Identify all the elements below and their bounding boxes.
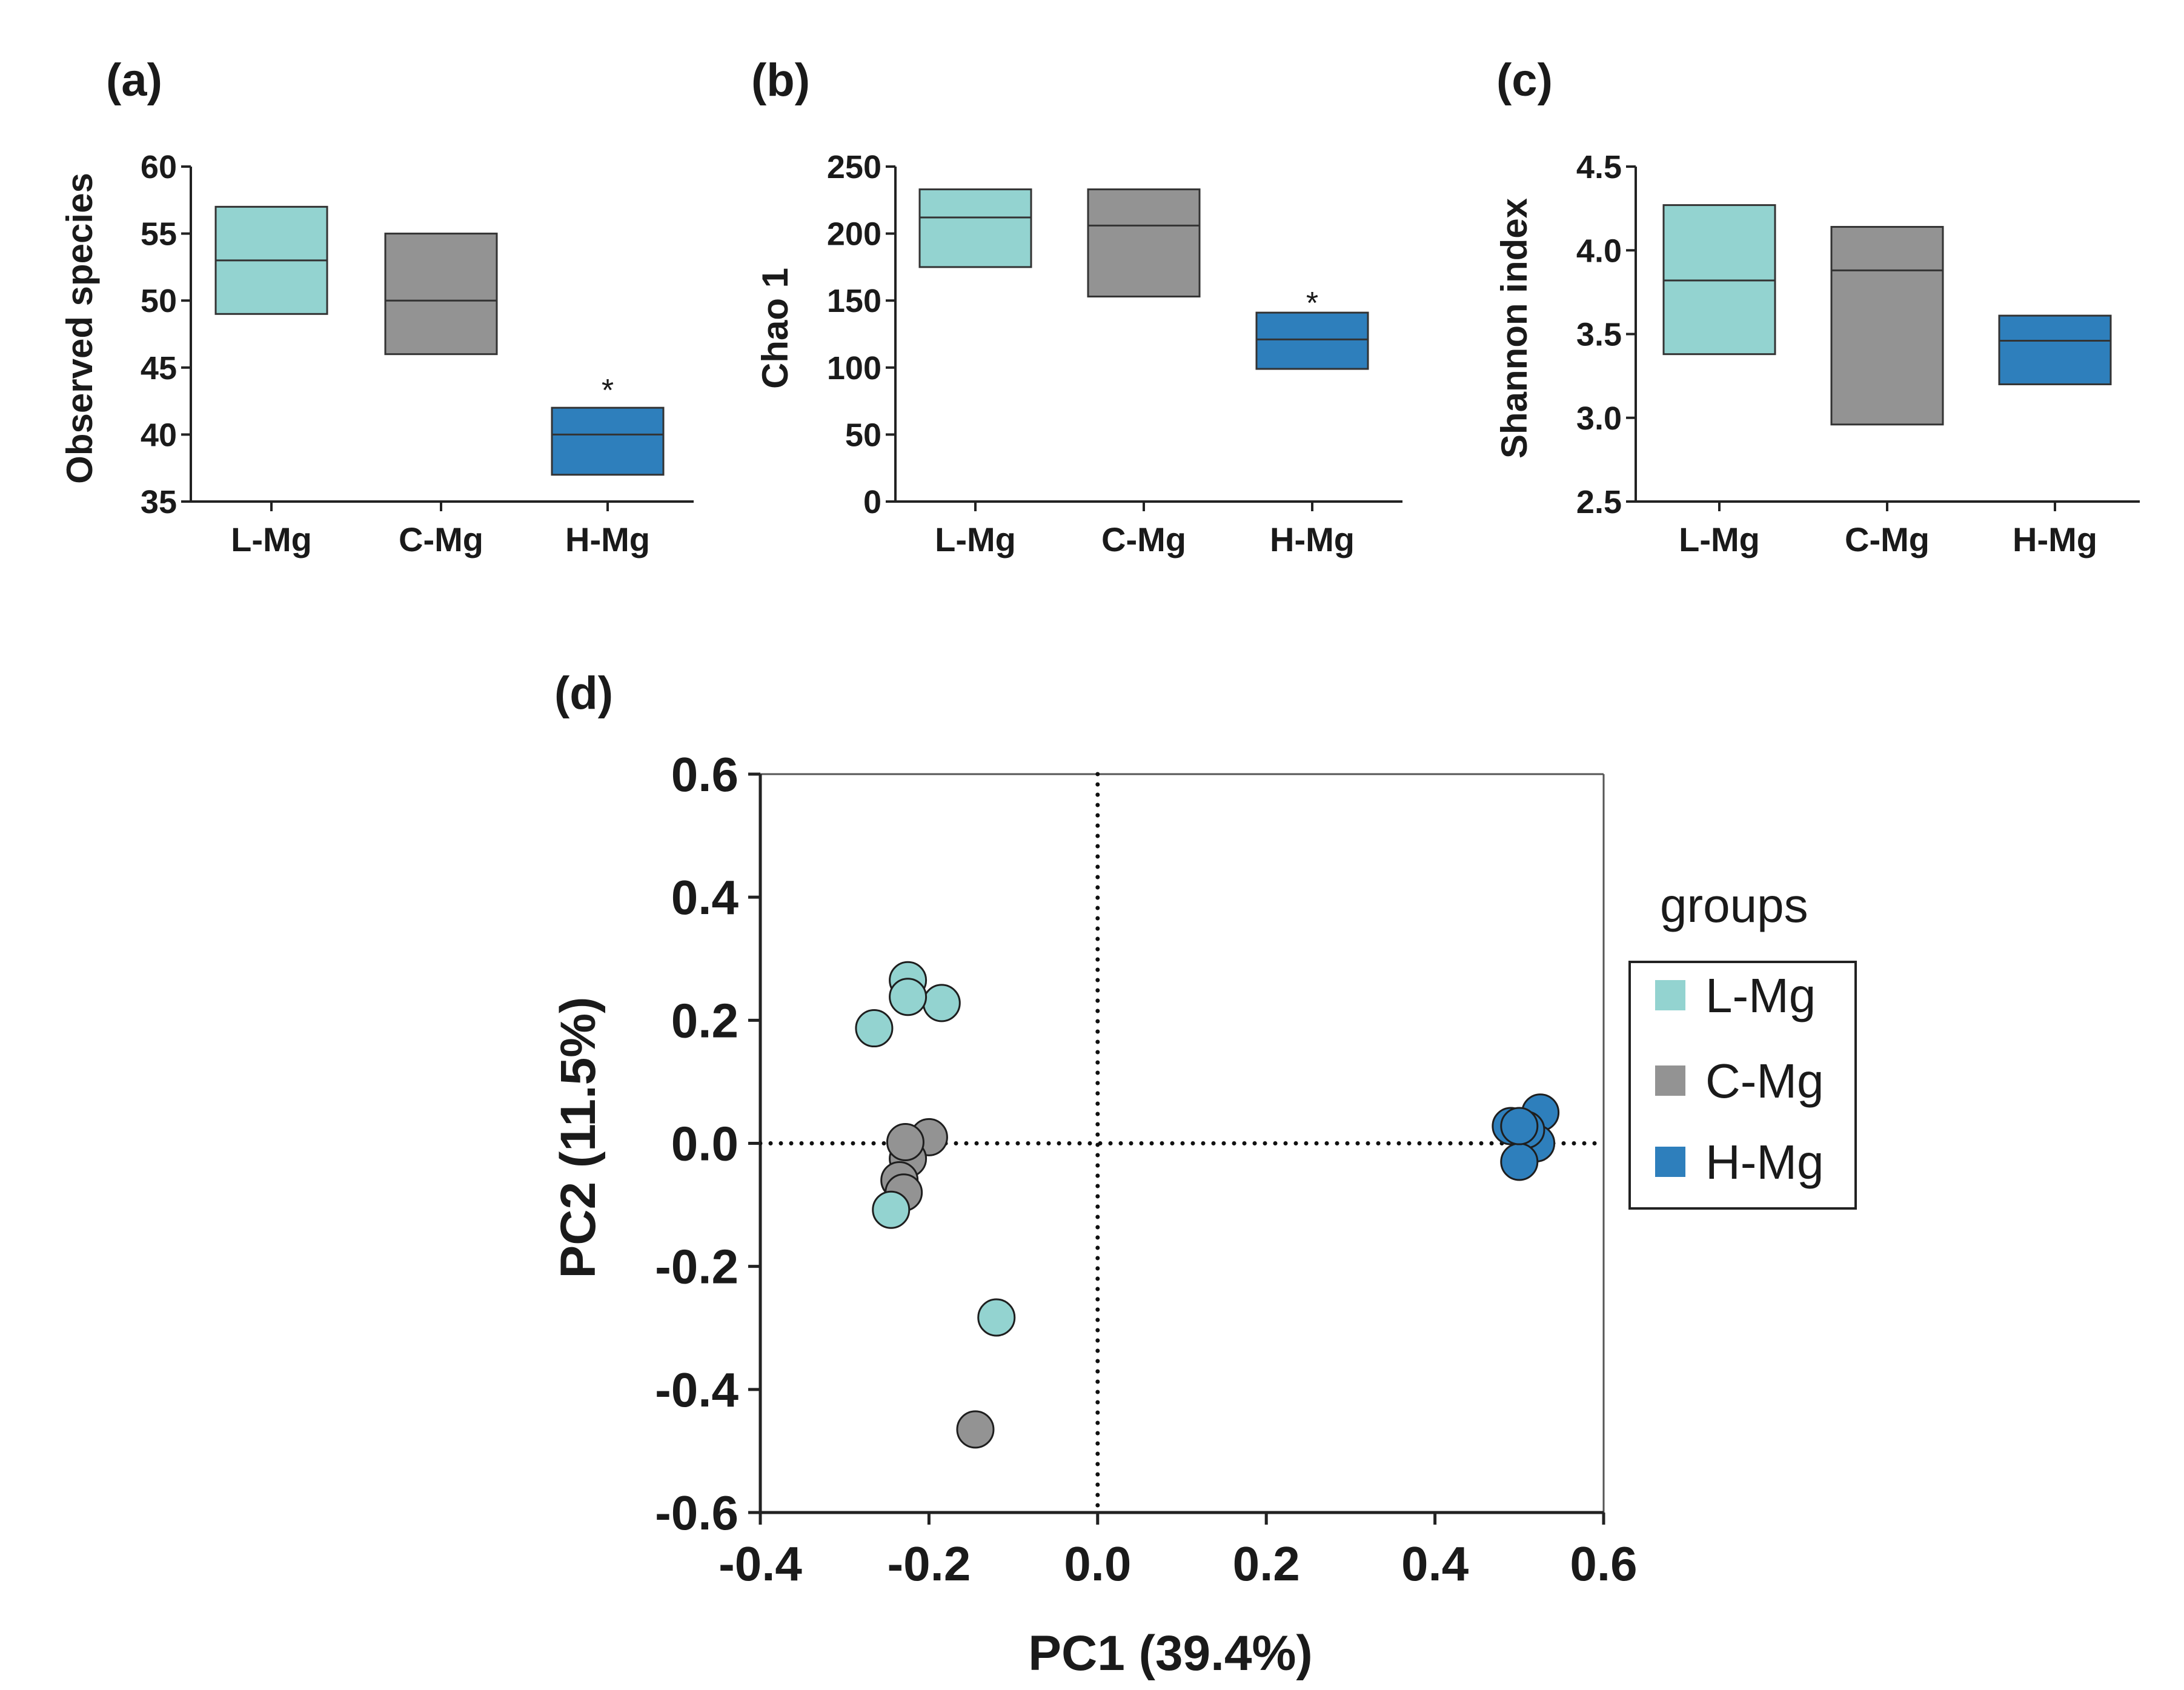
panel-d-x-tick-label: 0.6 [1570,1537,1637,1591]
panel-a-observed-species: (a) Observed species 35 40 45 50 55 60 L-Mg C-M… [59,55,694,558]
panel-d-y-tick-label: -0.4 [655,1363,739,1417]
legend-swatch-l-mg [1655,980,1685,1010]
panel-a-y-tick-label: 35 [141,484,177,520]
panel-b-y-axis-label: Chao 1 [755,268,795,389]
panel-a-x-tick-label-l-mg: L-Mg [231,520,312,558]
panel-a-y-tick-label: 45 [141,350,177,386]
panel-d-y-tick-label: 0.0 [671,1117,739,1171]
panel-c-y-tick-label: 3.5 [1576,317,1622,353]
legend-label-c-mg: C-Mg [1705,1054,1824,1108]
panel-d-x-tick-label: 0.4 [1401,1537,1469,1591]
legend-swatch-h-mg [1655,1147,1685,1177]
panel-b-y-tick-label: 150 [827,283,881,319]
scatter-point-c-mg [886,1122,924,1161]
panel-c-x-tick-label-l-mg: L-Mg [1679,520,1760,558]
panel-d-x-tick-label: -0.2 [887,1537,971,1591]
scatter-point-h-mg [1500,1107,1539,1145]
panel-c-y-tick-label: 3.0 [1576,400,1622,437]
scatter-point-c-mg [956,1410,995,1449]
panel-b-box-l-mg [918,188,1032,268]
scatter-point-l-mg [855,1009,894,1048]
panel-d-x-axis-label: PC1 (39.4%) [1028,1626,1312,1681]
panel-b-x-tick-label-c-mg: C-Mg [1101,520,1186,558]
panel-d-x-tick-label: -0.4 [719,1537,802,1591]
panel-c-x-tick-label-h-mg: H-Mg [2013,520,2097,558]
panel-d-x-tick-label: 0.0 [1064,1537,1131,1591]
panel-a-y-tick-label: 55 [141,216,177,253]
scatter-point-l-mg [872,1190,911,1229]
panel-a-y-tick-label: 40 [141,417,177,453]
panel-a-x-tick-label-h-mg: H-Mg [565,520,650,558]
panel-d-y-tick-label: 0.4 [671,870,739,924]
panel-b-y-tick-label: 200 [827,216,881,253]
panel-d-pca: (d) PC1 (39.4%) PC2 (11.5%) -0.6-0.4-0.2… [551,668,1857,1681]
legend-label-h-mg: H-Mg [1705,1135,1824,1189]
panel-b-y-tick-label: 0 [863,484,881,520]
panel-a-x-tick-label-c-mg: C-Mg [399,520,483,558]
panel-a-box-c-mg [384,233,498,356]
scatter-point-l-mg [922,984,961,1022]
panel-c-y-axis-label: Shannon index [1494,198,1535,459]
panel-b-box-c-mg [1087,188,1201,298]
panel-b-significance-marker: * [1306,286,1318,321]
panel-c-box-h-mg [1998,314,2112,385]
panel-c-shannon-index: (c) Shannon index 2.5 3.0 3.5 4.0 4.5 L-Mg C-M… [1494,55,2140,558]
panel-c-label: (c) [1496,55,1553,106]
panel-a-y-tick-label: 50 [141,283,177,319]
panel-b-y-tick-label: 250 [827,149,881,185]
panel-d-y-axis-label: PC2 (11.5%) [551,997,606,1279]
scatter-point-l-mg [889,978,928,1016]
panel-b-label: (b) [751,55,810,106]
scatter-point-l-mg [977,1298,1016,1337]
panel-c-y-tick-label: 4.0 [1576,233,1622,269]
panel-d-label: (d) [554,668,613,719]
panel-c-y-tick-label: 2.5 [1576,484,1622,520]
panel-b-x-tick-label-l-mg: L-Mg [935,520,1016,558]
panel-d-y-tick-label: 0.6 [671,747,739,801]
panel-a-box-h-mg [551,406,665,476]
panel-b-box-h-mg [1255,311,1369,370]
panel-b-y-tick-label: 100 [827,350,881,386]
panel-d-y-tick-label: -0.6 [655,1486,739,1540]
panel-a-label: (a) [106,55,162,106]
panel-b-chao1: (b) Chao 1 0 50 100 150 200 250 L-Mg C-Mg H-Mg * [751,55,1402,558]
scatter-point-h-mg [1500,1142,1539,1181]
panel-c-x-tick-label-c-mg: C-Mg [1845,520,1930,558]
panel-d-y-tick-label: -0.2 [655,1240,739,1294]
legend-title: groups [1660,878,1808,932]
legend-label-l-mg: L-Mg [1705,969,1816,1022]
panel-b-x-tick-label-h-mg: H-Mg [1270,520,1355,558]
panel-d-y-tick-label: 0.2 [671,993,739,1047]
panel-a-significance-marker: * [602,373,614,408]
panel-d-x-tick-label: 0.2 [1233,1537,1300,1591]
legend: groups L-Mg C-Mg H-Mg [1628,878,1857,1210]
panel-b-y-tick-label: 50 [845,417,881,453]
panel-a-y-tick-label: 60 [141,149,177,185]
panel-c-box-c-mg [1830,226,1944,426]
panel-a-y-axis-label: Observed species [59,173,100,484]
panel-c-y-tick-label: 4.5 [1576,149,1622,185]
legend-swatch-c-mg [1655,1065,1685,1096]
